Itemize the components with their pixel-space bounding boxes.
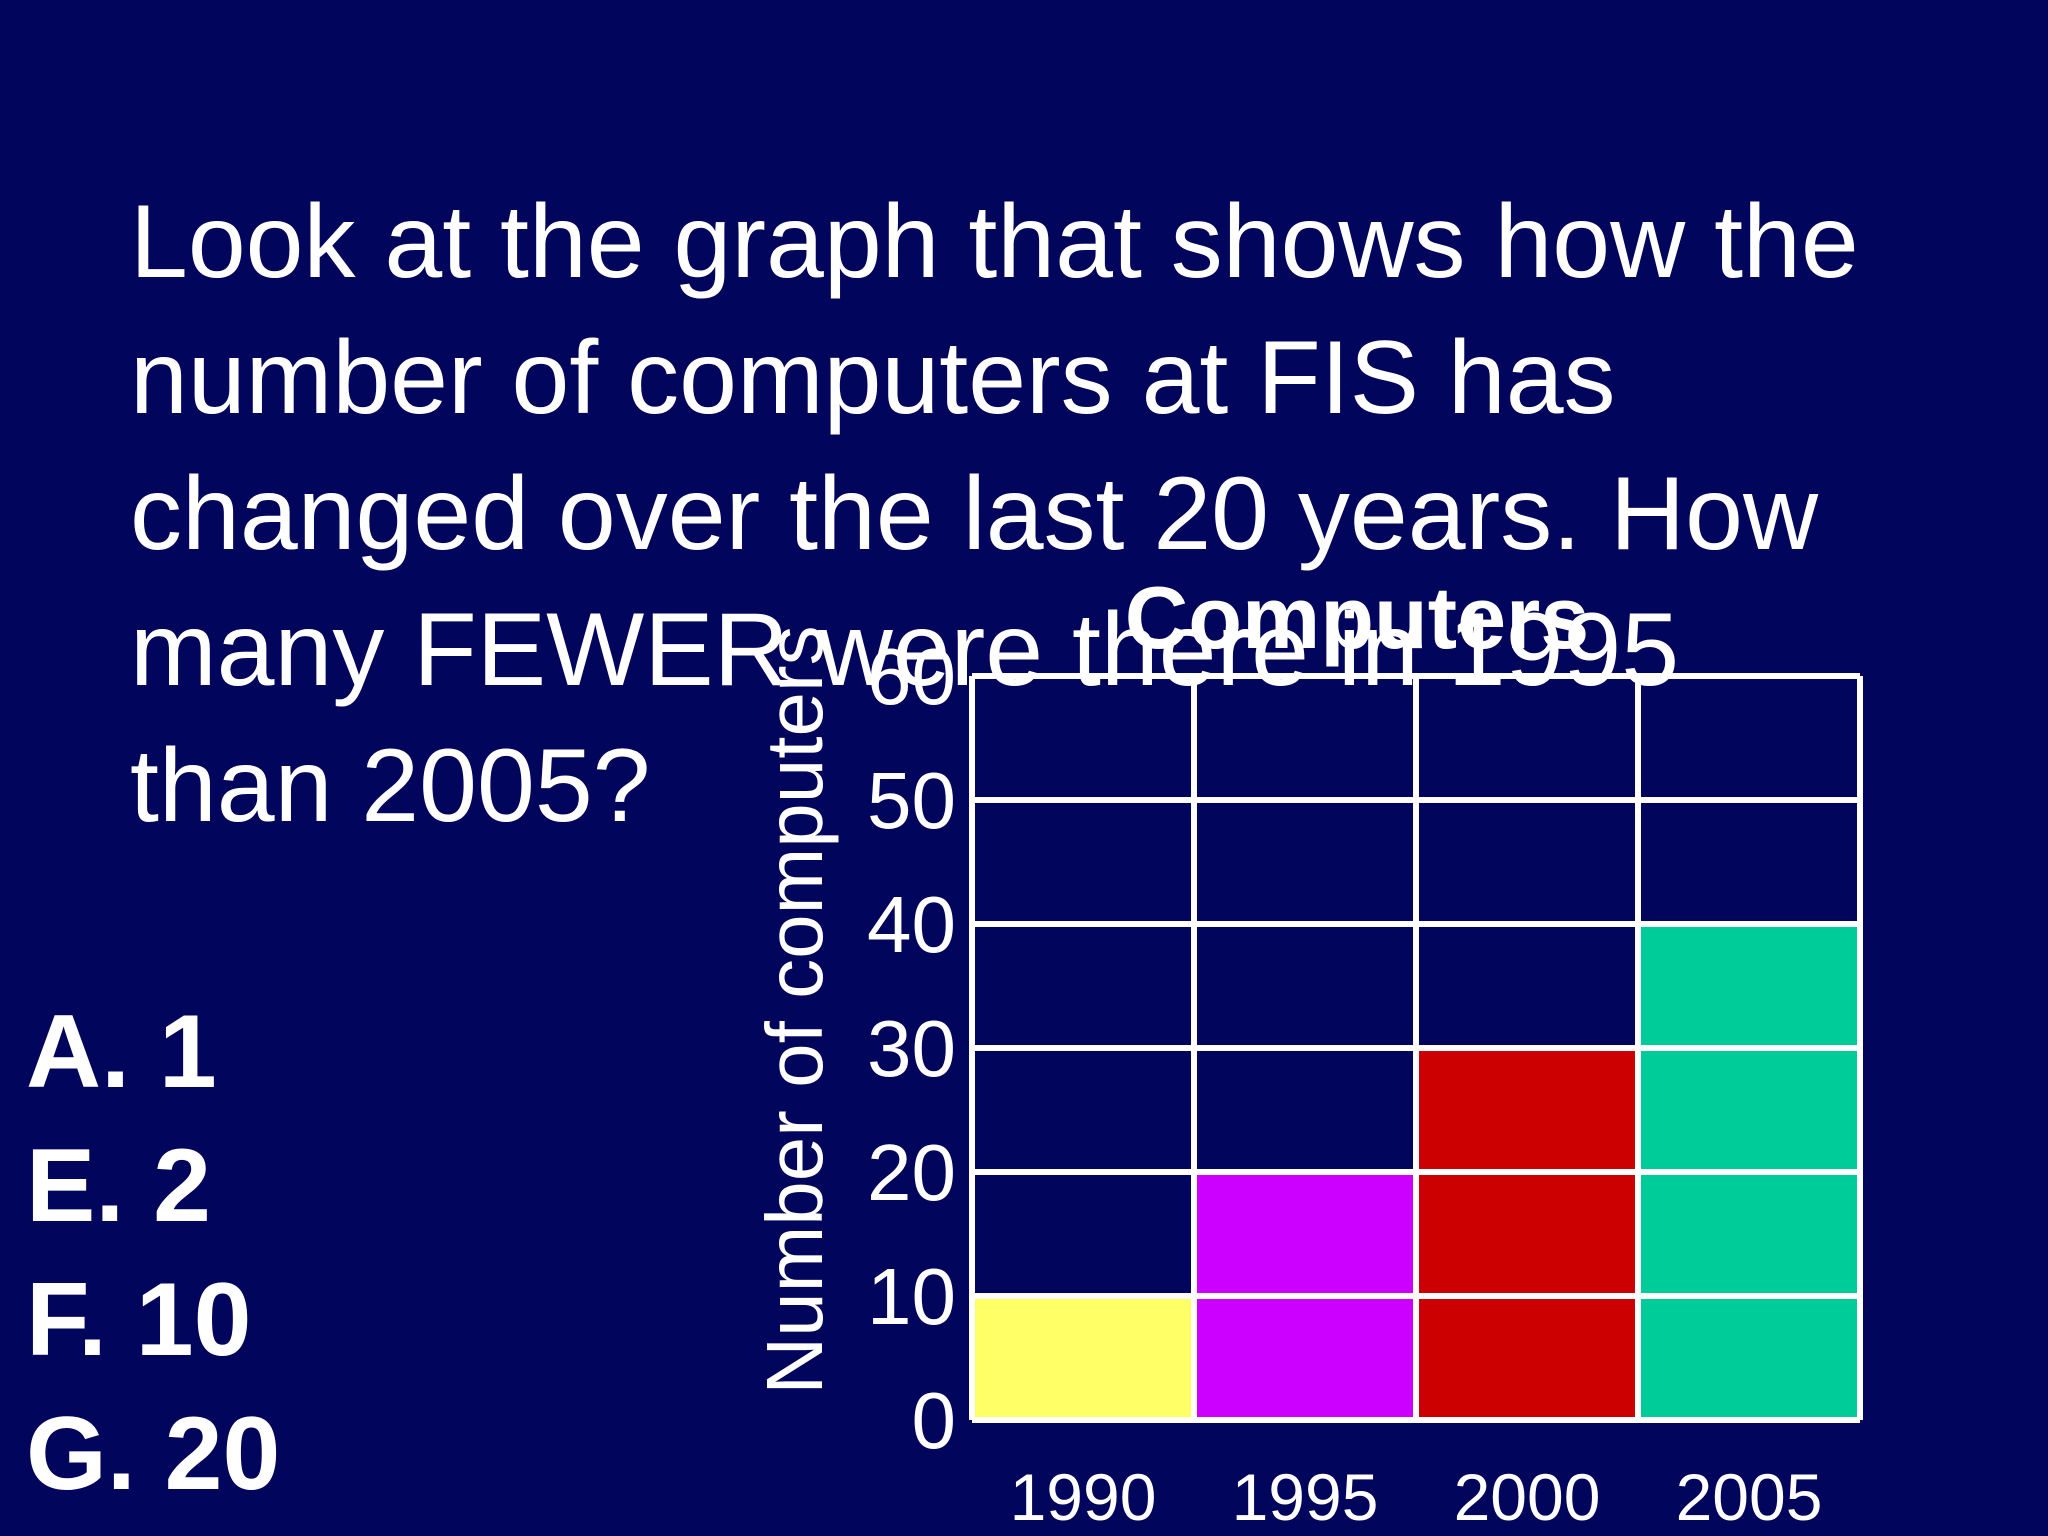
question-line: changed over the last 20 years. How [130,456,1819,572]
x-tick-label: 2000 [1454,1460,1601,1534]
grid-group [969,673,1863,1423]
question-line: than 2005? [130,728,651,844]
y-axis-label: Number of computers [750,625,839,1394]
answer-choice-f[interactable]: F. 10 [26,1262,252,1378]
x-tick-label: 2005 [1676,1460,1823,1534]
x-tick-label: 1995 [1232,1460,1379,1534]
y-tick-label: 50 [867,756,956,845]
y-tick-label: 10 [867,1252,956,1341]
answer-choice-e[interactable]: E. 2 [26,1128,211,1244]
answer-choices: A. 1 E. 2 F. 10 G. 20 [26,985,280,1521]
question-line: Look at the graph that shows how the [130,184,1859,300]
y-tick-label: 30 [867,1004,956,1093]
chart-title: Computers [1125,568,1590,667]
bar-2000 [1416,1048,1638,1420]
x-tick-label: 1990 [1010,1460,1157,1534]
y-ticks-group: 0 10 20 30 40 50 60 [867,632,956,1465]
bar-1990 [972,1296,1194,1420]
y-tick-label: 60 [867,632,956,721]
y-tick-label: 40 [867,880,956,969]
x-ticks-group: 1990 1995 2000 2005 [1010,1460,1823,1534]
y-tick-label: 0 [912,1376,957,1465]
answer-choice-g[interactable]: G. 20 [26,1396,281,1512]
question-line: number of computers at FIS has [130,320,1616,436]
answer-choice-a[interactable]: A. 1 [26,994,217,1110]
question-text: Look at the graph that shows how the num… [130,38,2030,854]
question-line: many FEWER were there in 1995 [130,592,1680,708]
y-tick-label: 20 [867,1128,956,1217]
